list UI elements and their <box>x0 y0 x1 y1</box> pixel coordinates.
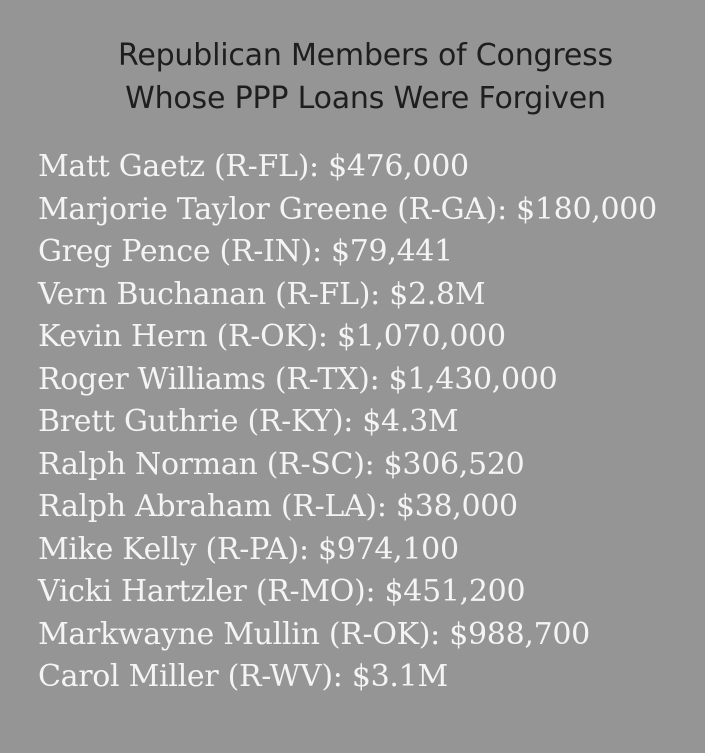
list-item: Mike Kelly (R-PA): $974,100 <box>38 531 459 567</box>
title-line-1: Republican Members of Congress <box>118 38 613 73</box>
list-item: Brett Guthrie (R-KY): $4.3M <box>38 404 459 439</box>
list-item: Ralph Abraham (R-LA): $38,000 <box>38 489 518 524</box>
list-item: Markwayne Mullin (R-OK): $988,700 <box>38 616 590 652</box>
list-item: Vern Buchanan (R-FL): $2.8M <box>38 276 486 312</box>
members-list: Matt Gaetz (R-FL): $476,000 Marjorie Tay… <box>38 146 657 699</box>
title-line-2: Whose PPP Loans Were Forgiven <box>125 81 606 116</box>
list-item: Kevin Hern (R-OK): $1,070,000 <box>38 319 506 354</box>
list-item: Carol Miller (R-WV): $3.1M <box>38 659 448 694</box>
list-item: Roger Williams (R-TX): $1,430,000 <box>38 361 558 397</box>
page-title: Republican Members of Congress Whose PPP… <box>0 34 705 120</box>
list-item: Vicki Hartzler (R-MO): $451,200 <box>38 574 526 609</box>
list-item: Ralph Norman (R-SC): $306,520 <box>38 446 525 482</box>
list-item: Greg Pence (R-IN): $79,441 <box>38 234 453 269</box>
list-item: Marjorie Taylor Greene (R-GA): $180,000 <box>38 191 657 227</box>
list-item: Matt Gaetz (R-FL): $476,000 <box>38 149 469 184</box>
